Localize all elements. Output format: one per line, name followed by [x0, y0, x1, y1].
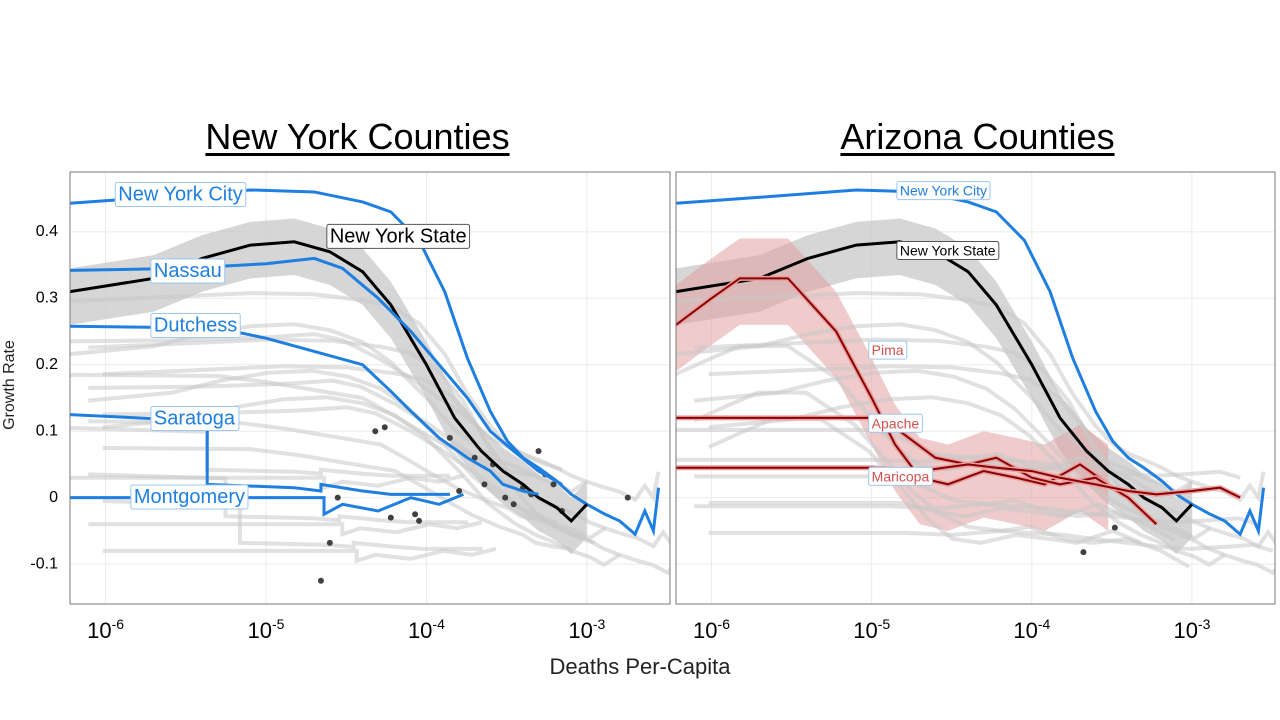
series-line	[676, 240, 1194, 524]
plot-content: New York City New York State Nassau Dutches…	[70, 182, 670, 584]
series-label-box	[896, 181, 991, 201]
data-point	[446, 434, 453, 441]
series-label: New York State	[326, 223, 471, 249]
series-label-box	[868, 340, 908, 360]
plot-content: New York City New York State Pima Apache Mar…	[676, 181, 1275, 576]
series-label: Apache	[868, 413, 923, 433]
series-label-text: New York State	[900, 242, 996, 258]
series-label-text: Apache	[872, 415, 920, 431]
series-label: Maricopa	[868, 466, 933, 486]
y-tick-label: 0.1	[36, 422, 58, 439]
y-tick-label: 0	[49, 489, 58, 506]
data-point	[456, 488, 463, 495]
series-line	[70, 492, 464, 517]
data-point	[381, 424, 388, 431]
series-label-text: Montgomery	[134, 486, 245, 508]
series-label: New York City	[114, 182, 247, 208]
x-tick-label: 10-6	[87, 616, 124, 643]
series-line	[70, 240, 588, 524]
x-tick-label: 10-4	[1013, 616, 1050, 643]
data-point	[416, 517, 423, 524]
background-county-trace	[88, 520, 483, 537]
data-point	[502, 494, 509, 501]
background-county-trace	[102, 445, 572, 551]
series-label-text: Pima	[872, 342, 904, 358]
panel-0: New York City New York State Nassau Dutches…	[30, 171, 671, 643]
series-label-box	[114, 182, 247, 208]
series-label-text: Maricopa	[872, 468, 930, 484]
series-label: Pima	[868, 340, 908, 360]
data-point	[535, 448, 542, 455]
data-point	[317, 577, 324, 584]
data-point	[1080, 549, 1087, 556]
background-county-trace	[676, 322, 1194, 495]
series-label-text: Nassau	[154, 260, 222, 282]
panel-frame	[675, 171, 1276, 605]
background-county-trace	[708, 528, 1274, 553]
background-county-trace	[694, 337, 1275, 549]
series-label-box	[150, 406, 240, 432]
y-tick-label: 0.4	[36, 223, 58, 240]
ny-panel-title: New York Counties	[205, 116, 510, 157]
data-point	[471, 454, 478, 461]
panel-frame	[69, 171, 671, 605]
data-point	[387, 514, 394, 521]
panel-1: New York City New York State Pima Apache Mar…	[675, 171, 1276, 643]
series-label-box	[868, 466, 933, 486]
background-county-trace	[70, 473, 464, 491]
background-county-trace	[676, 455, 1241, 480]
background-county-trace	[102, 395, 621, 568]
x-tick-label: 10-6	[693, 616, 730, 643]
series-line	[70, 413, 450, 496]
data-point	[510, 501, 517, 508]
data-point	[412, 511, 419, 518]
series-label: Saratoga	[150, 406, 240, 432]
x-tick-label: 10-3	[568, 616, 605, 643]
x-tick-label: 10-5	[248, 616, 285, 643]
data-point	[372, 428, 379, 435]
x-axis-label: Deaths Per-Capita	[549, 654, 731, 679]
series-label-text: New York City	[900, 183, 987, 199]
data-point	[550, 481, 557, 488]
series-label: Dutchess	[150, 312, 241, 338]
series-line	[70, 256, 563, 486]
series-label: New York State	[896, 240, 1000, 260]
series-label-box	[150, 258, 226, 284]
x-tick-label: 10-5	[853, 616, 890, 643]
series-label-box	[326, 223, 471, 249]
x-tick-label: 10-4	[408, 616, 445, 643]
series-line	[676, 277, 1109, 486]
data-point	[326, 539, 333, 546]
series-label-text: Dutchess	[154, 314, 237, 336]
data-point	[334, 494, 341, 501]
background-county-trace	[102, 546, 497, 564]
series-label-text: New York City	[118, 184, 243, 206]
series-line	[70, 324, 539, 496]
series-label-text: Saratoga	[154, 408, 236, 430]
series-label-text: New York State	[330, 225, 467, 247]
background-county-trace	[694, 502, 1259, 527]
background-county-trace	[693, 390, 1128, 519]
series-label: Nassau	[150, 258, 226, 284]
y-tick-label: 0.2	[36, 356, 58, 373]
y-tick-label: 0.3	[36, 289, 58, 306]
data-point	[1111, 524, 1118, 531]
data-point	[624, 494, 631, 501]
az-panel-title: Arizona Counties	[840, 116, 1115, 157]
background-county-trace	[88, 419, 558, 525]
data-point	[481, 481, 488, 488]
series-label-box	[130, 484, 249, 510]
series-label-box	[150, 312, 241, 338]
background-county-trace	[102, 498, 483, 551]
series-label: Montgomery	[130, 484, 249, 510]
series-line	[70, 188, 661, 537]
x-tick-label: 10-3	[1173, 616, 1210, 643]
background-county-trace	[676, 344, 1110, 472]
series-label-box	[896, 240, 1000, 260]
series-label-box	[868, 413, 923, 433]
y-tick-label: -0.1	[30, 555, 58, 572]
series-label: New York City	[896, 181, 991, 201]
